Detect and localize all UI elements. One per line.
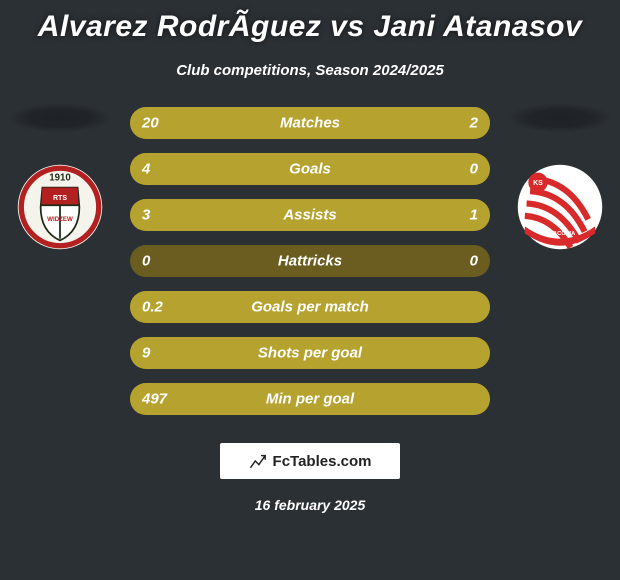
player-right-avatar-shadow bbox=[507, 103, 613, 133]
stat-value-right: 1 bbox=[470, 207, 478, 224]
stat-value-left: 497 bbox=[142, 391, 167, 408]
player-left-column: 1910 RTS WIDZEW bbox=[0, 99, 120, 251]
watermark-badge: FcTables.com bbox=[220, 443, 400, 479]
svg-text:CRACOVIA: CRACOVIA bbox=[545, 231, 576, 237]
player-left-avatar-shadow bbox=[7, 103, 113, 133]
svg-text:RTS: RTS bbox=[53, 195, 67, 202]
stat-value-left: 0.2 bbox=[142, 299, 163, 316]
stat-row: 20 2 Matches bbox=[130, 107, 490, 139]
team-right-crest-icon: KS CRACOVIA bbox=[516, 163, 604, 251]
stat-label: Hattricks bbox=[278, 253, 342, 270]
stat-fill-left bbox=[130, 199, 400, 231]
page-title: Alvarez RodrÃ­guez vs Jani Atanasov bbox=[0, 0, 620, 44]
stat-bars: 20 2 Matches 4 0 Goals 3 1 Assists 0 0 Hattricks 0.2… bbox=[130, 99, 490, 415]
stat-value-left: 9 bbox=[142, 345, 150, 362]
fctables-logo-icon bbox=[249, 452, 267, 470]
stat-label: Min per goal bbox=[266, 391, 354, 408]
comparison-content: 1910 RTS WIDZEW KS CRACOVIA 20 2 Matches 4 0… bbox=[0, 99, 620, 513]
comparison-date: 16 february 2025 bbox=[0, 497, 620, 513]
svg-text:WIDZEW: WIDZEW bbox=[47, 216, 73, 223]
svg-text:1910: 1910 bbox=[49, 173, 71, 184]
stat-value-left: 4 bbox=[142, 161, 150, 178]
stat-value-left: 3 bbox=[142, 207, 150, 224]
stat-label: Shots per goal bbox=[258, 345, 362, 362]
stat-value-right: 2 bbox=[470, 115, 478, 132]
stat-value-right: 0 bbox=[470, 161, 478, 178]
stat-row: 0 0 Hattricks bbox=[130, 245, 490, 277]
stat-row: 4 0 Goals bbox=[130, 153, 490, 185]
stat-row: 0.2 Goals per match bbox=[130, 291, 490, 323]
stat-label: Goals per match bbox=[251, 299, 369, 316]
team-left-crest-icon: 1910 RTS WIDZEW bbox=[16, 163, 104, 251]
stat-row: 9 Shots per goal bbox=[130, 337, 490, 369]
stat-label: Matches bbox=[280, 115, 340, 132]
player-right-column: KS CRACOVIA bbox=[500, 99, 620, 251]
stat-row: 3 1 Assists bbox=[130, 199, 490, 231]
stat-value-left: 0 bbox=[142, 253, 150, 270]
page-subtitle: Club competitions, Season 2024/2025 bbox=[0, 62, 620, 79]
svg-text:KS: KS bbox=[533, 180, 543, 187]
stat-label: Goals bbox=[289, 161, 331, 178]
watermark-text: FcTables.com bbox=[273, 453, 372, 470]
stat-label: Assists bbox=[283, 207, 336, 224]
stat-value-left: 20 bbox=[142, 115, 159, 132]
stat-value-right: 0 bbox=[470, 253, 478, 270]
stat-row: 497 Min per goal bbox=[130, 383, 490, 415]
